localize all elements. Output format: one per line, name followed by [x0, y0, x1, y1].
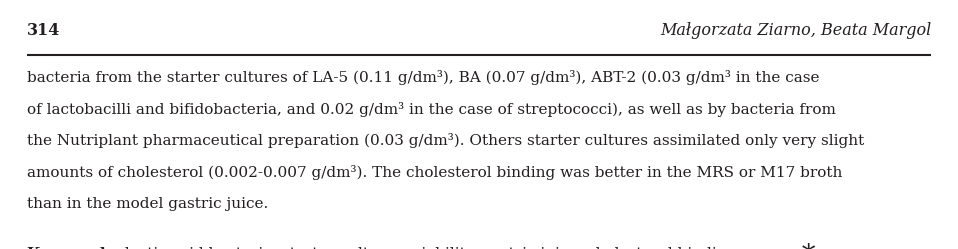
Text: amounts of cholesterol (0.002-0.007 g/dm³). The cholesterol binding was better i: amounts of cholesterol (0.002-0.007 g/dm…	[27, 165, 842, 180]
Text: lactic acid bacteria, starter cultures, viability, gastric juice, cholesterol bi: lactic acid bacteria, starter cultures, …	[120, 247, 741, 249]
Text: than in the model gastric juice.: than in the model gastric juice.	[27, 197, 268, 211]
Text: the Nutriplant pharmaceutical preparation (0.03 g/dm³). Others starter cultures : the Nutriplant pharmaceutical preparatio…	[27, 133, 864, 148]
Text: 314: 314	[27, 22, 60, 39]
Text: Małgorzata Ziarno, Beata Margol: Małgorzata Ziarno, Beata Margol	[660, 22, 931, 39]
Text: of lactobacilli and bifidobacteria, and 0.02 g/dm³ in the case of streptococci),: of lactobacilli and bifidobacteria, and …	[27, 102, 835, 117]
Text: ⁂: ⁂	[795, 245, 823, 249]
Text: bacteria from the starter cultures of LA-5 (0.11 g/dm³), BA (0.07 g/dm³), ABT-2 : bacteria from the starter cultures of LA…	[27, 70, 819, 85]
Text: Key words:: Key words:	[27, 247, 120, 249]
